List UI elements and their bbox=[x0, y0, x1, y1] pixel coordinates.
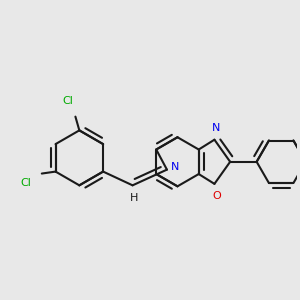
Text: O: O bbox=[212, 190, 221, 201]
Text: H: H bbox=[130, 193, 139, 203]
Text: Cl: Cl bbox=[62, 96, 73, 106]
Text: N: N bbox=[171, 162, 179, 172]
Text: Cl: Cl bbox=[21, 178, 32, 188]
Text: N: N bbox=[212, 123, 220, 133]
